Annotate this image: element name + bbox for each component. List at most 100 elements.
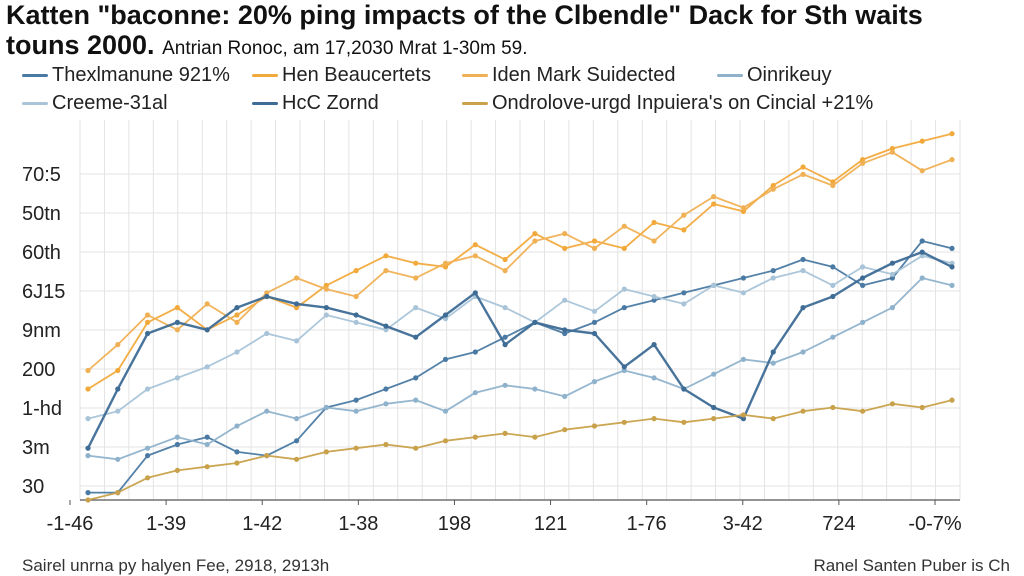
data-point: [174, 441, 180, 448]
data-point: [353, 397, 359, 403]
data-point: [949, 282, 955, 288]
data-point: [144, 312, 151, 318]
data-point: [860, 275, 866, 281]
legend-label: Creeme-31al: [52, 92, 168, 114]
legend-item: Iden Mark Suidected: [462, 64, 675, 87]
data-point: [293, 438, 300, 444]
data-point: [889, 260, 896, 266]
data-point: [502, 430, 508, 436]
data-point: [234, 312, 240, 318]
data-point: [204, 441, 210, 448]
legend-swatch: [252, 102, 278, 105]
data-point: [174, 375, 180, 381]
data-point: [293, 301, 300, 307]
legend-item: Hen Beaucertets: [252, 64, 431, 87]
legend-item: Creeme-31al: [22, 92, 168, 115]
data-point: [234, 449, 240, 455]
data-point: [949, 397, 955, 403]
data-point: [681, 301, 687, 307]
data-point: [383, 323, 389, 329]
data-point: [264, 293, 270, 300]
data-point: [621, 367, 627, 374]
legend-label: Hen Beaucertets: [282, 64, 431, 86]
data-point: [860, 160, 866, 166]
series-line: [87, 399, 953, 501]
data-point: [830, 282, 836, 288]
chart-subtitle: Antrian Ronoc, am 17,2030 Mrat 1-30m 59.: [162, 38, 528, 59]
data-point: [115, 456, 121, 462]
data-point: [711, 416, 717, 422]
data-point: [234, 319, 240, 325]
legend-swatch: [22, 102, 48, 105]
data-point: [323, 282, 329, 288]
x-tick-label: 1-42: [242, 513, 282, 535]
data-point: [770, 268, 776, 274]
data-point: [85, 386, 91, 392]
data-point: [740, 416, 747, 422]
data-point: [860, 282, 866, 288]
data-point: [413, 375, 419, 381]
footer-credit: Ranel Santen Puber is Ch: [813, 556, 1010, 575]
data-point: [591, 319, 598, 325]
data-point: [562, 327, 568, 333]
legend-swatch: [22, 74, 48, 77]
data-point: [681, 290, 687, 296]
data-point: [562, 393, 568, 399]
data-point: [830, 182, 836, 189]
data-point: [472, 349, 478, 355]
series-line: [87, 277, 953, 461]
data-point: [174, 319, 180, 325]
data-point: [651, 293, 657, 300]
data-point: [949, 245, 955, 251]
data-point: [830, 264, 836, 270]
series-line: [88, 240, 953, 494]
data-point: [144, 445, 151, 451]
data-point: [889, 401, 896, 407]
data-point: [681, 386, 687, 392]
data-point: [293, 416, 300, 422]
series-line: [86, 250, 953, 449]
data-point: [502, 305, 508, 311]
data-point: [115, 342, 121, 348]
data-point: [174, 305, 180, 311]
data-point: [860, 264, 866, 270]
data-point: [323, 305, 329, 311]
data-point: [293, 305, 300, 311]
data-point: [85, 453, 91, 459]
data-point: [323, 286, 329, 292]
data-point: [85, 367, 91, 374]
data-point: [681, 419, 687, 425]
data-point: [383, 441, 389, 448]
legend-label: Iden Mark Suidected: [492, 64, 676, 86]
data-point: [174, 467, 180, 473]
data-point: [740, 412, 747, 418]
x-tick-label: 1-39: [146, 513, 186, 535]
data-point: [800, 305, 806, 311]
data-point: [532, 319, 538, 325]
data-point: [591, 308, 598, 314]
y-tick-label: 9nm: [22, 320, 61, 342]
data-point: [85, 416, 91, 422]
data-point: [323, 449, 329, 455]
x-tick-label: -1-46: [47, 513, 94, 535]
data-point: [919, 238, 925, 244]
data-point: [800, 171, 806, 177]
legend-item: Ondrolove-urgd Inpuiera's on Cincial +21…: [462, 92, 873, 115]
data-point: [353, 293, 359, 300]
data-point: [264, 290, 270, 296]
data-point: [770, 360, 776, 366]
data-point: [621, 364, 627, 370]
x-tick-label: 1-38: [338, 513, 378, 535]
data-point: [502, 256, 508, 263]
data-point: [562, 330, 568, 337]
data-point: [800, 349, 806, 355]
data-point: [293, 275, 300, 281]
y-tick-label: 30: [22, 476, 44, 498]
data-point: [740, 290, 747, 296]
data-point: [621, 305, 627, 311]
data-point: [711, 404, 717, 411]
data-point: [323, 404, 329, 411]
data-point: [413, 275, 419, 281]
data-point: [949, 157, 955, 163]
data-point: [889, 145, 896, 152]
